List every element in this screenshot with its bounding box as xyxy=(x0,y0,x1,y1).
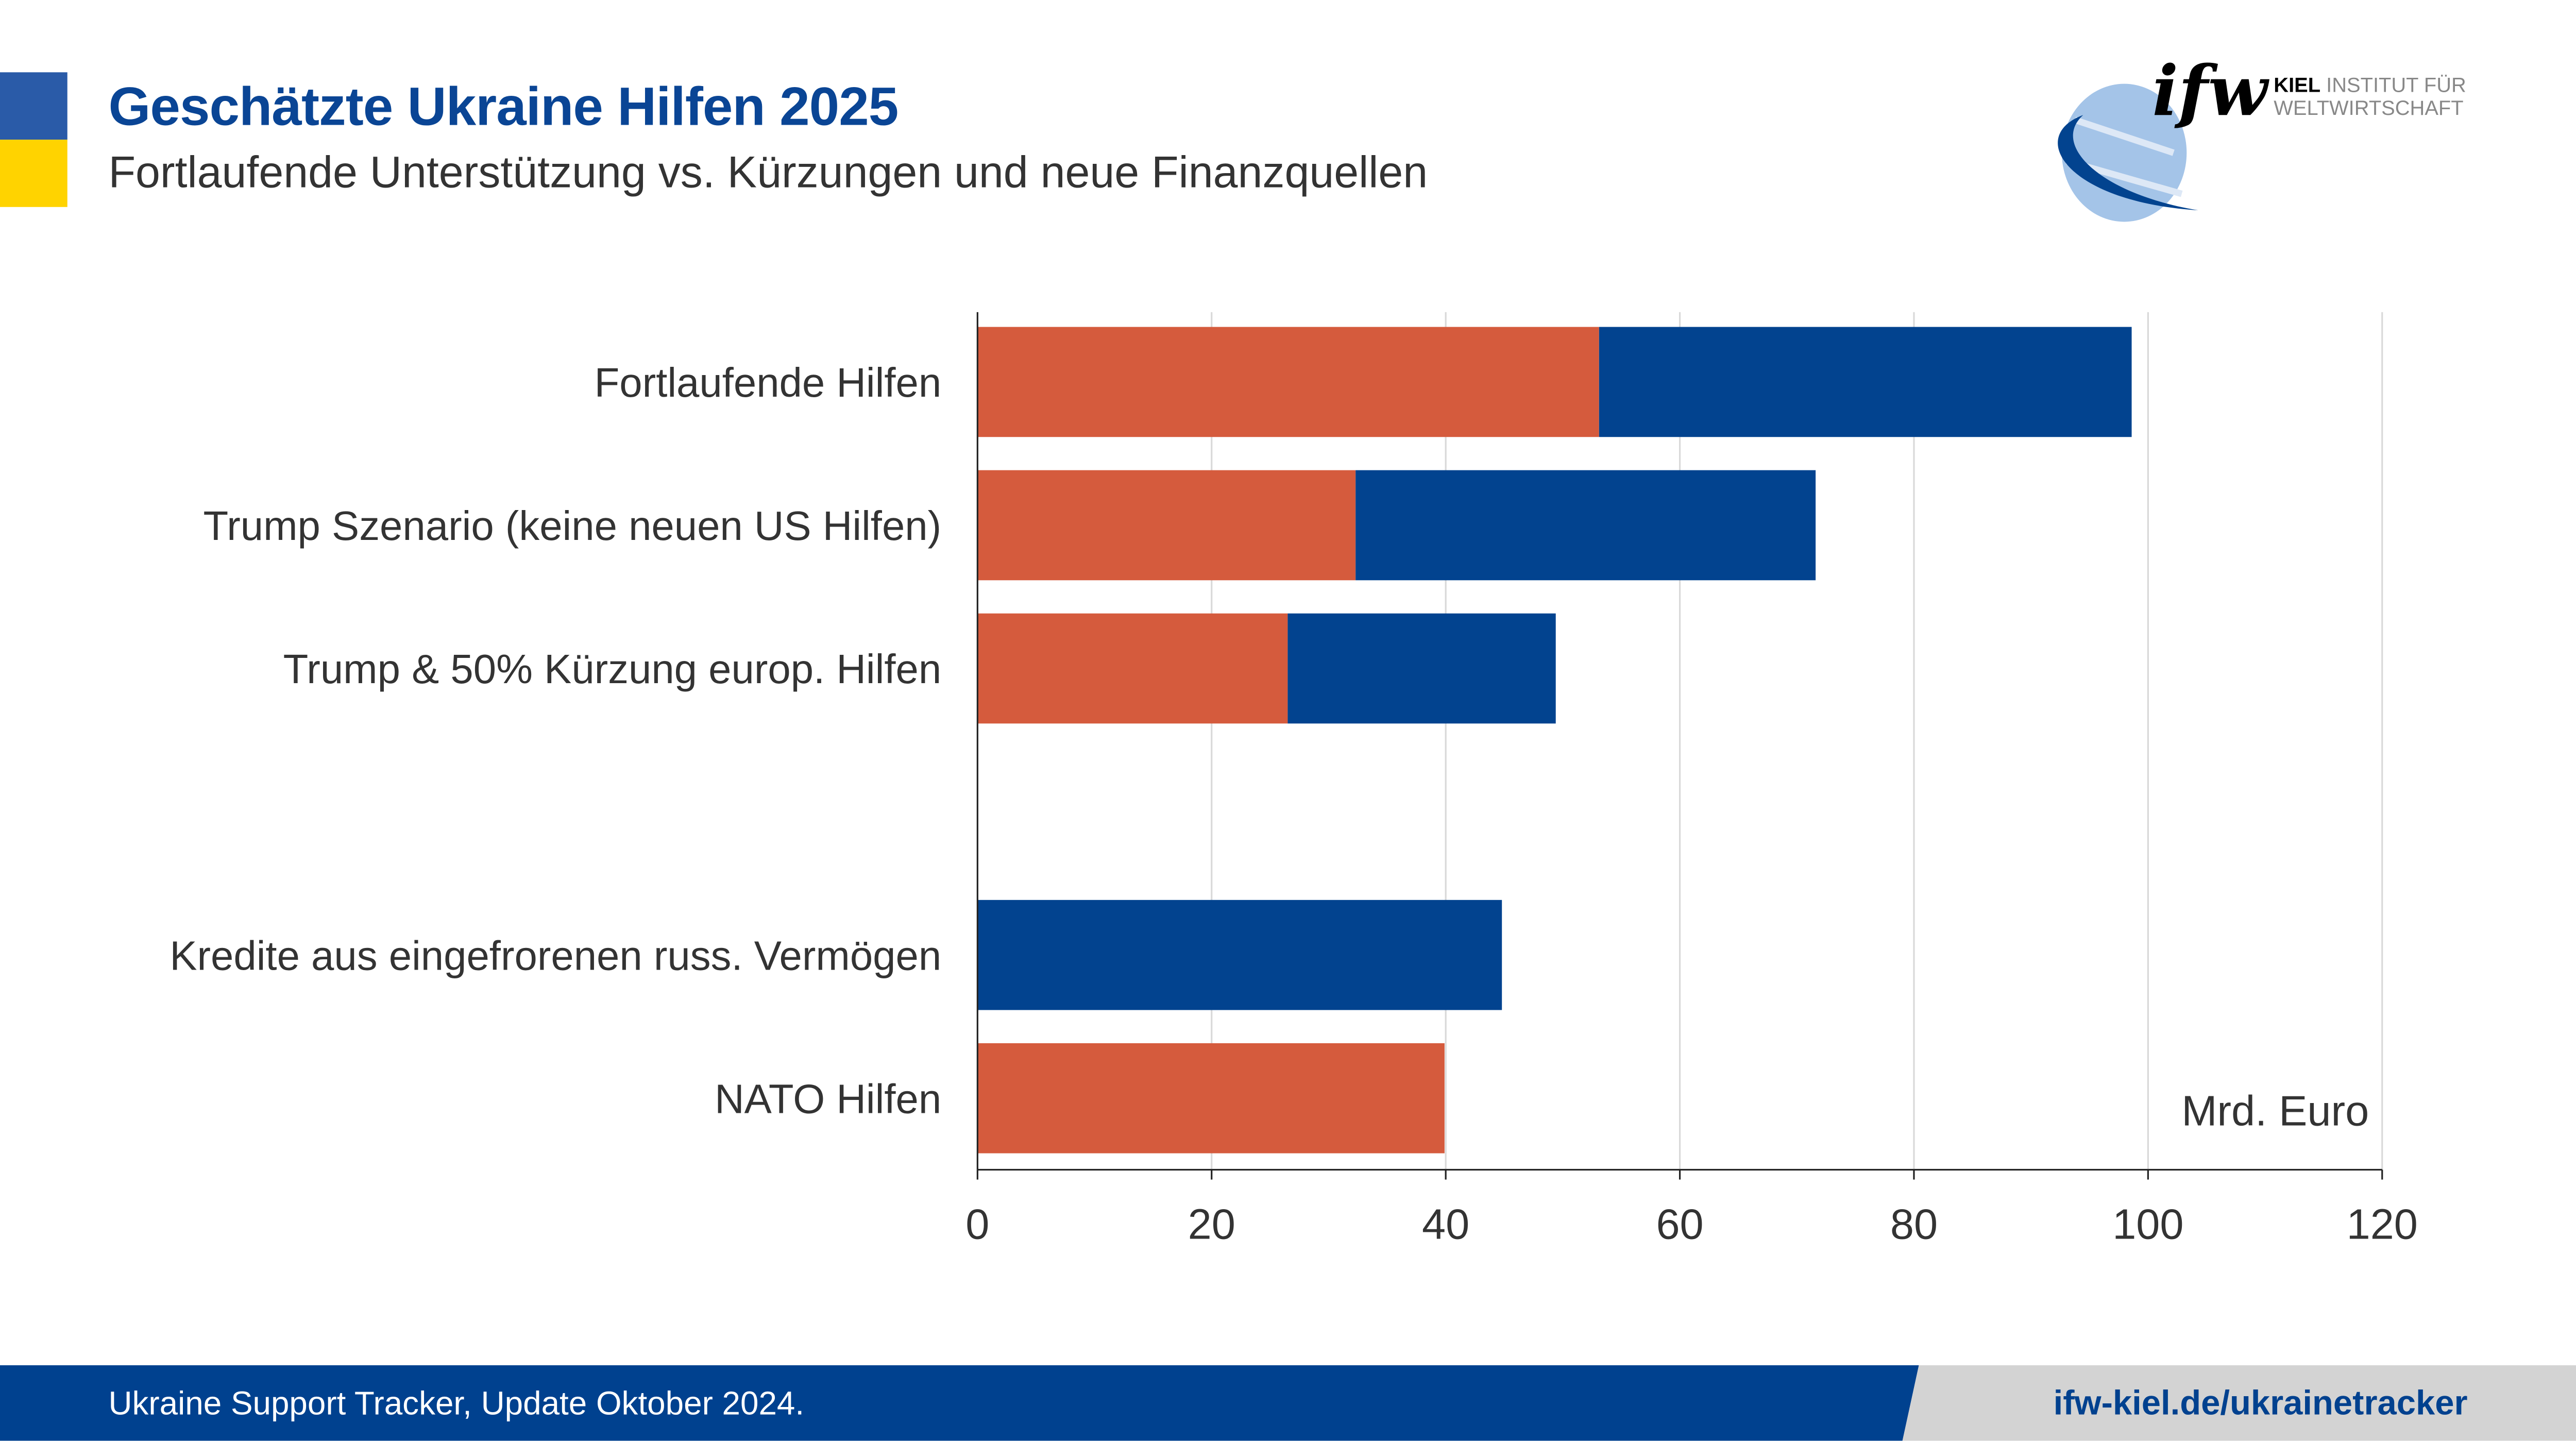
x-tick-label: 120 xyxy=(2347,1200,2418,1248)
bar-segment xyxy=(977,1043,1445,1154)
bar-segment xyxy=(1287,613,1556,724)
flag-yellow-block xyxy=(0,140,67,207)
bar-segment xyxy=(977,613,1288,724)
bar-segment xyxy=(977,900,1502,1010)
x-tick-label: 100 xyxy=(2112,1200,2183,1248)
footer-link-band xyxy=(1902,1365,2576,1441)
x-tick-label: 40 xyxy=(1422,1200,1469,1248)
bar-segment xyxy=(977,327,1599,437)
category-label: Trump Szenario (keine neuen US Hilfen) xyxy=(204,503,942,549)
logo-line2: WELTWIRTSCHAFT xyxy=(2274,97,2463,120)
category-label: Fortlaufende Hilfen xyxy=(595,360,942,405)
x-tick-label: 0 xyxy=(965,1200,989,1248)
bar-segment xyxy=(1355,470,1816,581)
page-title: Geschätzte Ukraine Hilfen 2025 xyxy=(108,75,899,137)
unit-label: Mrd. Euro xyxy=(2181,1087,2369,1134)
category-label: NATO Hilfen xyxy=(715,1076,941,1122)
x-tick-label: 60 xyxy=(1656,1200,1703,1248)
x-tick-label: 80 xyxy=(1890,1200,1938,1248)
ifw-logo: ifw KIEL INSTITUT FÜR WELTWIRTSCHAFT xyxy=(2058,50,2466,222)
x-tick-label: 20 xyxy=(1188,1200,1235,1248)
logo-line1: KIEL INSTITUT FÜR xyxy=(2274,74,2466,97)
bar-segment xyxy=(977,470,1356,581)
flag-blue-block xyxy=(0,72,67,140)
category-label: Trump & 50% Kürzung europ. Hilfen xyxy=(283,646,942,692)
bar-segment xyxy=(1599,327,2132,437)
footer-source: Ukraine Support Tracker, Update Oktober … xyxy=(108,1386,805,1423)
page-subtitle: Fortlaufende Unterstützung vs. Kürzungen… xyxy=(108,147,1428,197)
category-label: Kredite aus eingefrorenen russ. Vermögen xyxy=(170,933,941,978)
footer-link[interactable]: ifw-kiel.de/ukrainetracker xyxy=(2053,1385,2468,1423)
logo-mark: ifw xyxy=(2152,50,2269,131)
footer-band xyxy=(0,1365,1919,1441)
swoosh-icon xyxy=(2058,115,2198,211)
